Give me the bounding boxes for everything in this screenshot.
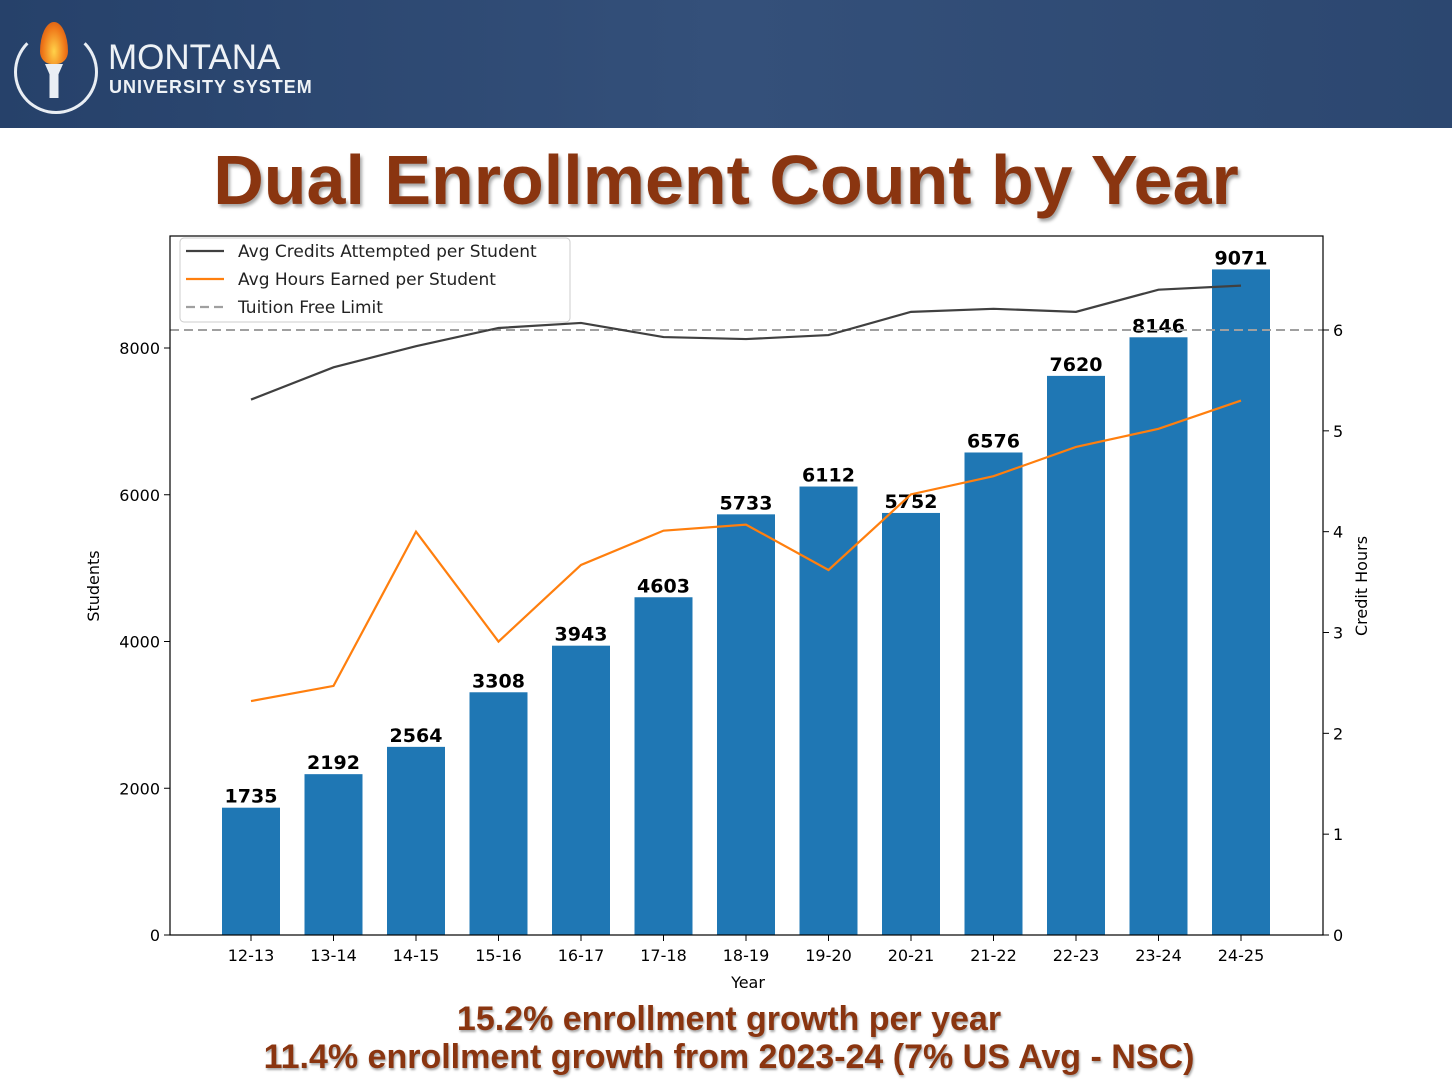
bar-label: 9071 [1215,247,1268,269]
page-title: Dual Enrollment Count by Year [213,141,1239,219]
bar-13-14 [304,774,363,935]
x-axis-label: Year [730,973,765,992]
x-tick-label: 14-15 [393,946,440,965]
legend-box [179,237,571,323]
hours-earned-line [250,399,1242,703]
bar-label: 2564 [390,725,443,747]
torch-icon [45,64,63,98]
bar-16-17 [552,645,610,935]
bar-label: 3943 [555,624,608,646]
x-tick-label: 12-13 [228,946,275,965]
legend-label: Avg Credits Attempted per Student [238,242,537,262]
bar-23-24 [1129,337,1188,936]
logo-ring-icon [14,30,98,114]
note-growth-from-2023: 11.4% enrollment growth from 2023-24 (7%… [263,1038,1195,1076]
y2-axis-label: Credit Hours [1352,536,1371,636]
x-tick-label: 20-21 [888,946,935,965]
y2-tick-label: 5 [1333,422,1343,441]
bar-label: 8146 [1132,315,1185,337]
logo-sub-text: UNIVERSITY SYSTEM [109,77,313,97]
x-tick-label: 22-23 [1053,946,1100,965]
bar-label: 5733 [720,492,773,514]
y2-tick-label: 6 [1333,321,1343,340]
credits-attempted-line [250,284,1242,401]
torch-flame-icon [40,22,68,64]
x-tick-label: 24-25 [1218,946,1265,965]
y2-tick-label: 3 [1333,624,1343,643]
x-tick-label: 21-22 [970,946,1017,965]
bar-20-21 [882,512,940,935]
logo-main-text: MONTANA [108,38,281,77]
y-tick-label: 0 [150,926,160,945]
bar-label: 7620 [1050,354,1103,376]
bar-label: 6576 [967,430,1020,452]
x-tick-label: 13-14 [310,946,357,965]
header-banner: MONTANA UNIVERSITY SYSTEM [0,0,1452,128]
y2-tick-label: 0 [1333,926,1343,945]
y2-tick-label: 1 [1333,825,1343,844]
bar-12-13 [222,807,280,935]
bar-24-25 [1212,269,1270,935]
x-tick-label: 15-16 [475,946,522,965]
bar-19-20 [799,486,858,935]
y2-tick-label: 4 [1333,523,1343,542]
bar-label: 1735 [225,786,278,808]
bar-17-18 [634,597,693,935]
legend-label: Avg Hours Earned per Student [238,270,496,290]
bar-label: 2192 [307,752,360,774]
y-axis-label: Students [84,550,103,621]
y-tick-label: 6000 [119,486,160,505]
bar-15-16 [469,692,528,935]
x-tick-label: 17-18 [640,946,687,965]
y-tick-label: 2000 [119,779,160,798]
x-tick-label: 16-17 [558,946,605,965]
x-tick-label: 19-20 [805,946,852,965]
bar-21-22 [964,452,1023,935]
bar-label: 3308 [472,670,525,692]
bar-14-15 [387,746,445,935]
y-tick-label: 4000 [119,633,160,652]
note-growth-per-year: 15.2% enrollment growth per year [456,1000,1002,1038]
bar-label: 4603 [637,575,690,597]
x-tick-label: 23-24 [1135,946,1182,965]
bar-label: 6112 [802,465,855,487]
bar-18-19 [717,514,775,935]
y-tick-label: 8000 [119,339,160,358]
legend-label: Tuition Free Limit [237,298,383,318]
y2-tick-label: 2 [1333,724,1343,743]
x-tick-label: 18-19 [723,946,770,965]
bar-22-23 [1047,375,1105,935]
